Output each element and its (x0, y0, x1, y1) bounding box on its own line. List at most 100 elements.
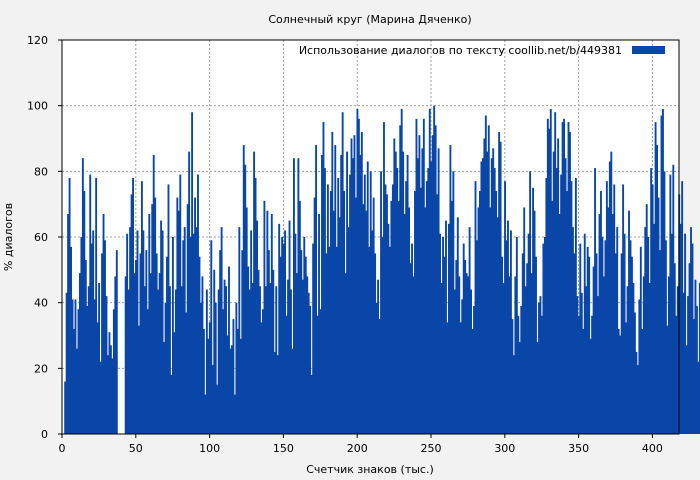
bar (430, 161, 433, 434)
bar (363, 174, 366, 434)
bar (383, 122, 385, 434)
bar (508, 276, 511, 434)
bar (464, 259, 467, 434)
bar (507, 220, 509, 434)
bar (244, 164, 247, 434)
bar (180, 286, 183, 434)
bar (285, 315, 288, 434)
bar (104, 240, 106, 434)
bar (272, 269, 275, 434)
bar (328, 246, 331, 434)
bar (635, 351, 638, 434)
bar (281, 237, 284, 434)
bar (539, 296, 542, 434)
bar (499, 141, 502, 435)
x-tick-label: 0 (59, 442, 66, 455)
bar (662, 108, 664, 434)
bar (352, 158, 354, 434)
bar (356, 108, 359, 434)
bar (146, 309, 149, 434)
bar (148, 214, 151, 434)
bar (536, 342, 539, 434)
bar (535, 256, 537, 434)
bar (694, 279, 697, 434)
bar (642, 276, 645, 434)
bar (273, 351, 276, 434)
bar (545, 177, 548, 434)
bar (291, 348, 294, 434)
bar (152, 154, 155, 434)
bar (84, 259, 87, 434)
bar (452, 171, 455, 435)
bar (698, 282, 700, 434)
bar (470, 289, 473, 434)
bar (554, 112, 557, 434)
bar (71, 299, 74, 434)
bar (247, 266, 250, 434)
bar (416, 158, 419, 434)
bar (73, 328, 75, 434)
bar (182, 240, 185, 434)
bar (360, 131, 363, 434)
bar (202, 328, 205, 434)
bar (561, 122, 564, 434)
bar (169, 286, 171, 434)
bar (101, 253, 103, 434)
bar (551, 200, 554, 434)
bar (511, 319, 514, 434)
bar (74, 299, 77, 434)
bar (453, 289, 456, 434)
bar (319, 309, 322, 434)
y-axis-ticks: 0 20 40 60 80 100 120 (27, 34, 62, 441)
bar (96, 322, 99, 434)
bar (632, 282, 635, 434)
bar (425, 181, 428, 434)
bar (86, 305, 89, 434)
bar (245, 207, 248, 434)
bar (77, 309, 80, 434)
bar (558, 214, 561, 434)
bar (639, 246, 642, 434)
bar (396, 168, 399, 435)
bar (530, 273, 533, 434)
x-tick-label: 150 (273, 442, 294, 455)
bar (189, 237, 192, 434)
bar (80, 237, 83, 434)
bar (421, 148, 424, 434)
bar (552, 151, 555, 434)
bar (164, 302, 167, 434)
bar (138, 325, 140, 434)
bar (387, 223, 390, 434)
bar (197, 174, 199, 434)
bar (418, 135, 421, 434)
bar (250, 230, 253, 434)
bar (415, 118, 418, 435)
bar (290, 289, 292, 434)
bar (87, 286, 90, 434)
bar (163, 342, 165, 434)
bar (397, 200, 400, 434)
bar (455, 259, 458, 434)
bar (385, 194, 388, 434)
bar (493, 168, 496, 435)
bar (263, 200, 266, 434)
bar (498, 131, 501, 434)
bar (347, 227, 350, 434)
bar (217, 289, 220, 434)
bar (458, 276, 461, 434)
bar (98, 282, 101, 434)
bar (105, 296, 108, 434)
bar (409, 263, 412, 434)
bar (332, 210, 335, 434)
bar (685, 345, 688, 434)
bar (95, 177, 98, 434)
bar (526, 263, 529, 434)
bar (610, 151, 613, 434)
bar (602, 276, 605, 434)
bar (170, 374, 173, 434)
bar (414, 191, 416, 434)
bar (200, 302, 202, 434)
bar (229, 348, 232, 434)
bar (287, 279, 289, 434)
bar (427, 168, 430, 435)
